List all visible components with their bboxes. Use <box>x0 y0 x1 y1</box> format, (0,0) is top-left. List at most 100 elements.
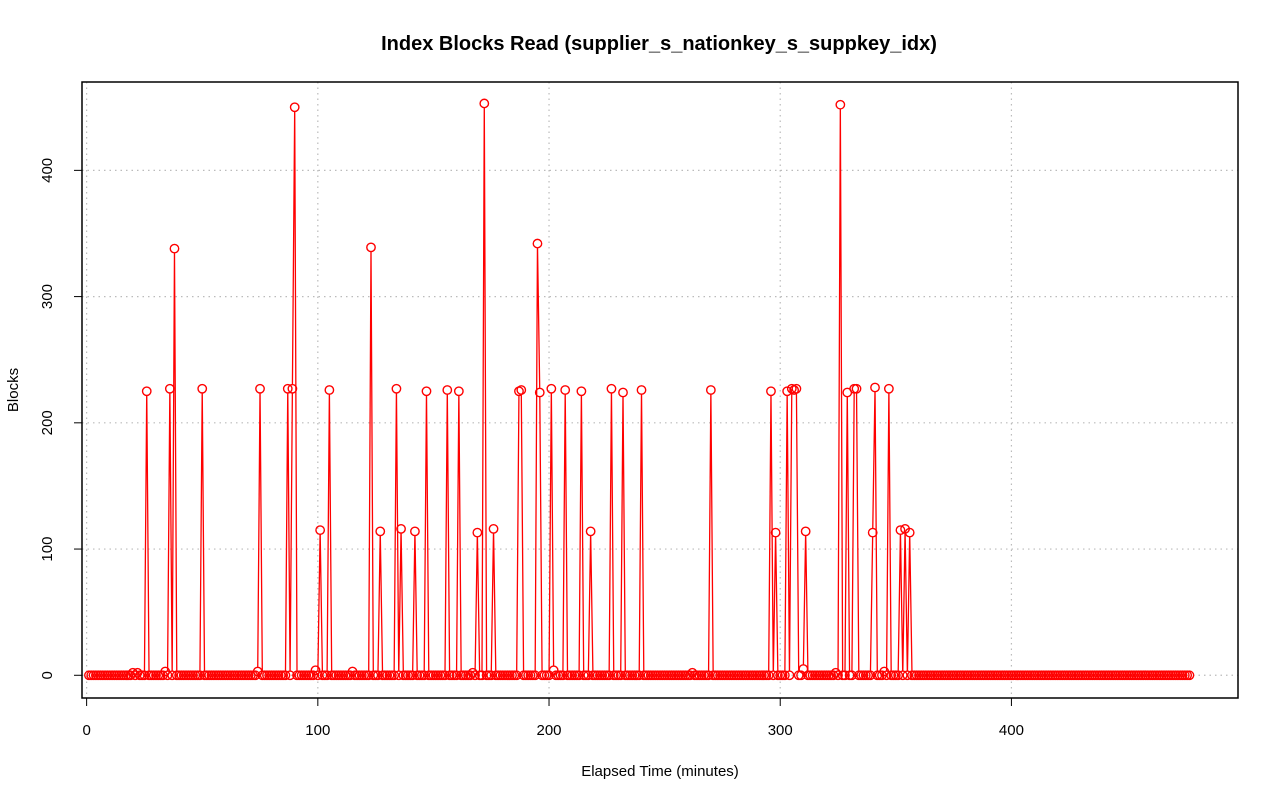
data-point-104 <box>324 385 335 395</box>
data-point-297 <box>770 527 781 538</box>
data-point-269 <box>705 385 716 395</box>
data-point-20 <box>130 670 141 681</box>
data-point-332 <box>851 383 862 394</box>
data-point-200 <box>546 383 557 394</box>
y-tick-label-0: 0 <box>39 671 56 679</box>
data-point-141 <box>410 526 420 537</box>
data-point-187 <box>516 385 527 395</box>
data-point-133 <box>391 383 402 394</box>
data-point-351 <box>895 525 906 536</box>
data-point-310 <box>800 526 811 537</box>
data-point-306 <box>791 383 802 394</box>
data-point-340 <box>870 382 880 393</box>
x-tick-label-0: 0 <box>82 722 90 739</box>
data-point-74 <box>255 383 265 394</box>
data-point-217 <box>585 526 596 537</box>
data-point-35 <box>164 383 175 394</box>
data-point-126 <box>375 526 386 537</box>
data-point-212 <box>574 670 584 681</box>
data-point-226 <box>606 383 617 394</box>
data-point-37 <box>169 243 180 254</box>
data-point-327 <box>840 670 850 681</box>
data-point-309 <box>798 664 809 674</box>
data-point-88 <box>287 383 298 394</box>
data-point-160 <box>453 386 464 397</box>
data-point-165 <box>465 670 476 681</box>
data-point-145 <box>419 670 430 681</box>
data-point-134 <box>393 670 404 681</box>
y-tick-label-3: 300 <box>39 284 56 309</box>
data-point-302 <box>782 386 793 397</box>
data-point-354 <box>902 670 913 681</box>
data-point-330 <box>846 670 857 681</box>
data-point-324 <box>833 670 843 681</box>
data-point-325 <box>835 99 846 110</box>
y-axis-label: Blocks <box>5 368 22 412</box>
data-point-345 <box>881 670 892 681</box>
data-point-295 <box>766 386 776 397</box>
data-point-339 <box>867 527 878 538</box>
x-tick-label-2: 200 <box>537 722 562 739</box>
data-point-85 <box>280 670 291 681</box>
data-point-170 <box>477 670 487 681</box>
data-point-296 <box>768 670 779 681</box>
data-point-25 <box>141 386 152 397</box>
data-point-355 <box>904 527 915 538</box>
x-axis: 0 100 200 300 400 <box>82 697 1024 739</box>
data-point-238 <box>634 670 645 681</box>
series-0 <box>84 98 1195 681</box>
y-tick-label-2: 200 <box>39 410 56 435</box>
data-point-100 <box>315 525 326 536</box>
data-point-171 <box>479 98 490 109</box>
data-point-135 <box>396 523 406 534</box>
data-point-146 <box>421 386 432 397</box>
data-point-103 <box>322 670 332 681</box>
data-point-174 <box>486 670 497 681</box>
data-point-303 <box>784 670 795 681</box>
data-point-225 <box>604 670 615 681</box>
data-point-97 <box>308 670 319 681</box>
x-tick-label-1: 100 <box>305 722 330 739</box>
data-point-24 <box>139 670 150 681</box>
data-point-49 <box>197 383 208 394</box>
x-tick-label-3: 300 <box>768 722 793 739</box>
data-point-121 <box>363 670 374 681</box>
series-line <box>143 107 913 672</box>
data-point-308 <box>796 670 806 681</box>
data-point-98 <box>310 665 321 676</box>
data-point-159 <box>451 670 462 681</box>
data-point-89 <box>289 102 300 113</box>
data-point-260 <box>685 670 695 681</box>
data-point-294 <box>763 670 774 681</box>
data-point-350 <box>893 670 904 681</box>
data-point-86 <box>282 383 293 394</box>
data-point-476 <box>1184 670 1195 681</box>
data-point-168 <box>472 527 483 538</box>
data-point-87 <box>285 670 295 681</box>
data-point-195 <box>534 387 545 398</box>
data-point-338 <box>865 670 876 681</box>
data-point-216 <box>583 670 594 681</box>
data-point-239 <box>636 385 647 395</box>
data-point-154 <box>440 670 450 681</box>
data-point-132 <box>389 670 400 681</box>
data-point-185 <box>511 670 522 681</box>
data-point-346 <box>883 383 894 394</box>
data-point-322 <box>828 670 839 681</box>
data-point-36 <box>167 670 178 681</box>
data-point-206 <box>560 385 571 395</box>
y-tick-label-1: 100 <box>39 537 56 562</box>
data-point-213 <box>576 386 587 397</box>
data-point-48 <box>195 670 205 681</box>
data-point-194 <box>532 238 543 249</box>
x-axis-label: Elapsed Time (minutes) <box>581 763 739 780</box>
data-point-231 <box>618 387 628 398</box>
chart-title: Index Blocks Read (supplier_s_nationkey_… <box>381 33 937 55</box>
data-point-167 <box>470 670 480 681</box>
data-point-122 <box>366 242 376 253</box>
data-point-34 <box>162 670 173 681</box>
x-tick-label-4: 400 <box>999 722 1024 739</box>
data-point-175 <box>488 523 499 534</box>
data-point-230 <box>615 670 626 681</box>
